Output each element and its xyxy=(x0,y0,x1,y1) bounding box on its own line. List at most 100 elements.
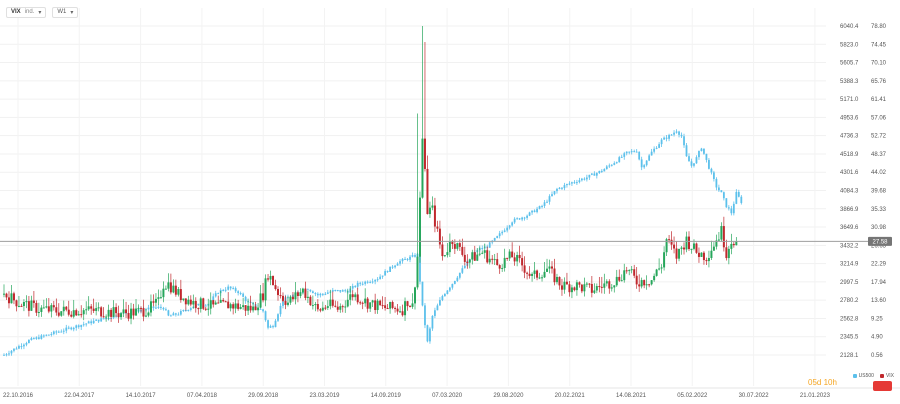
vix-candle xyxy=(20,305,23,307)
us500-candle xyxy=(722,192,725,199)
vix-candle xyxy=(658,268,661,270)
vix-candle xyxy=(448,241,451,253)
vix-candle xyxy=(563,281,566,290)
vix-candle xyxy=(354,294,357,298)
us500-candle xyxy=(217,293,220,295)
vix-candle xyxy=(536,270,539,278)
vix-candle xyxy=(389,301,392,309)
vix-series-button[interactable] xyxy=(873,381,892,391)
vix-candle xyxy=(7,297,10,304)
vix-candle xyxy=(697,252,700,257)
us500-candle xyxy=(374,279,377,282)
us500-candle xyxy=(361,283,364,285)
vix-candle xyxy=(197,308,200,310)
us500-candle xyxy=(424,305,426,326)
vix-candle xyxy=(82,310,85,315)
vix-candle xyxy=(341,306,344,308)
legend-item-us500[interactable]: US500 xyxy=(852,373,874,379)
vix-candle xyxy=(209,300,212,309)
us500-candle xyxy=(32,338,35,340)
us500-candle xyxy=(558,187,561,189)
vix-candle xyxy=(62,306,65,312)
symbol-selector[interactable]: VIX ind. ▾ xyxy=(6,6,47,18)
vix-candle xyxy=(625,270,628,272)
vix-candle xyxy=(476,254,479,261)
vix-candle xyxy=(144,315,147,317)
vix-candle xyxy=(227,301,230,309)
us500-candle xyxy=(630,151,633,153)
us500-candle xyxy=(508,225,511,228)
vix-candle xyxy=(55,307,58,313)
vix-candle xyxy=(590,283,593,293)
vix-candle xyxy=(496,259,499,266)
vix-candle xyxy=(47,306,50,312)
vix-candle xyxy=(294,292,297,300)
us500-candle xyxy=(47,334,50,336)
vix-candle xyxy=(411,303,414,307)
us500-tick-label: 5388.3 xyxy=(840,79,859,85)
vix-tick-label: 9.25 xyxy=(871,316,883,322)
vix-candle xyxy=(446,252,449,256)
vix-candle xyxy=(678,248,681,259)
us500-candle xyxy=(167,310,170,316)
us500-candle xyxy=(282,301,284,306)
vix-candle xyxy=(80,314,83,316)
us500-candle xyxy=(274,320,277,328)
us500-candle xyxy=(314,293,317,295)
us500-candle xyxy=(595,173,598,176)
us500-candle xyxy=(705,153,708,160)
us500-candle xyxy=(386,271,389,273)
us500-candle xyxy=(493,238,496,241)
vix-candle xyxy=(428,207,431,215)
us500-candle xyxy=(77,325,80,328)
legend-swatch-us500 xyxy=(852,374,857,378)
vix-candle xyxy=(471,252,474,260)
chart-grid xyxy=(0,8,826,386)
us500-candle xyxy=(5,354,8,356)
us500-tick-label: 3214.9 xyxy=(840,262,859,268)
us500-candle xyxy=(668,134,670,139)
us500-candle xyxy=(431,315,434,329)
us500-candle xyxy=(680,134,683,137)
us500-candle xyxy=(3,354,5,356)
us500-candle xyxy=(269,326,272,328)
vix-candle xyxy=(321,307,324,311)
vix-candle xyxy=(184,298,187,305)
vix-candle xyxy=(152,301,155,303)
us500-candle xyxy=(613,163,616,165)
vix-tick-label: 52.72 xyxy=(871,134,887,140)
vix-tick-label: 13.60 xyxy=(871,298,887,304)
us500-candle xyxy=(453,280,456,284)
vix-candle xyxy=(217,302,220,304)
timeframe-selector[interactable]: W1 ▾ xyxy=(52,6,79,18)
vix-candle xyxy=(638,284,641,287)
us500-candle xyxy=(603,169,606,172)
us500-candle xyxy=(321,293,324,295)
vix-candle xyxy=(267,278,270,280)
vix-candle xyxy=(488,258,491,263)
legend-item-vix[interactable]: VIX xyxy=(879,373,894,379)
vix-candle xyxy=(715,240,718,247)
us500-candle xyxy=(561,187,563,189)
vix-candle xyxy=(416,256,419,288)
us500-candle xyxy=(650,151,653,156)
us500-tick-label: 4301.6 xyxy=(840,170,859,176)
vix-candle xyxy=(224,301,227,303)
us500-candle xyxy=(571,182,573,184)
us500-candle xyxy=(277,314,279,321)
us500-candle xyxy=(556,188,558,192)
vix-candle xyxy=(17,305,20,307)
vix-candle xyxy=(137,308,140,310)
vix-candle xyxy=(456,243,459,249)
vix-candle xyxy=(568,284,571,293)
vix-candle xyxy=(274,285,277,290)
us500-tick-label: 2128.1 xyxy=(840,353,859,359)
us500-candle xyxy=(658,144,661,148)
vix-tick-label: 65.76 xyxy=(871,79,887,85)
us500-candle xyxy=(267,320,269,328)
us500-candle xyxy=(640,159,643,168)
us500-candle xyxy=(720,190,723,193)
vix-candle xyxy=(673,244,676,249)
us500-candle xyxy=(401,258,404,262)
